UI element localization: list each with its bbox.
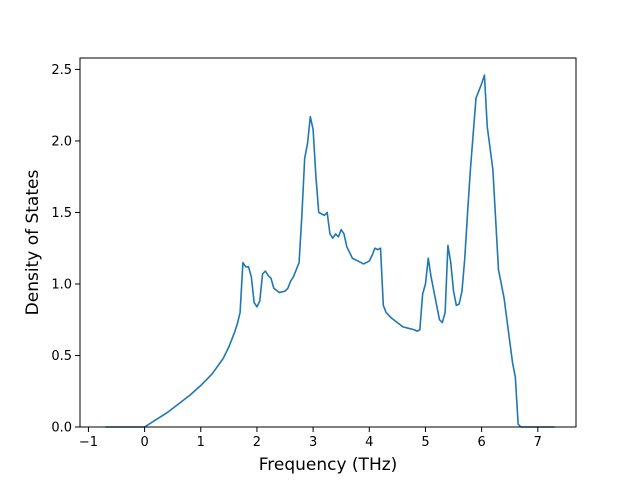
x-tick-label: 1 — [197, 435, 205, 450]
y-tick-label: 2.5 — [51, 63, 72, 78]
x-tick-label: 0 — [140, 435, 148, 450]
plot-frame — [79, 57, 577, 428]
x-axis-title: Frequency (THz) — [259, 455, 398, 475]
y-tick-label: 1.5 — [51, 206, 72, 221]
series-line-0 — [105, 74, 555, 428]
x-tick-label: 6 — [477, 435, 485, 450]
ticks-layer: −1 0 1 2 3 4 5 6 7 0.0 0.5 1.0 1.5 2.0 2.5 — [51, 63, 542, 450]
y-tick-label: 0.5 — [51, 349, 72, 364]
y-tick-label: 1.0 — [51, 277, 72, 292]
y-tick-label: 2.0 — [51, 134, 72, 149]
x-tick-label: 4 — [365, 435, 373, 450]
series-layer — [105, 74, 555, 428]
x-tick-label: 5 — [421, 435, 429, 450]
y-tick-label: 0.0 — [51, 421, 72, 436]
y-axis-title: Density of States — [23, 170, 43, 316]
x-tick-label: 3 — [309, 435, 317, 450]
x-tick-label: −1 — [79, 435, 98, 450]
x-tick-label: 2 — [253, 435, 261, 450]
x-tick-label: 7 — [534, 435, 542, 450]
